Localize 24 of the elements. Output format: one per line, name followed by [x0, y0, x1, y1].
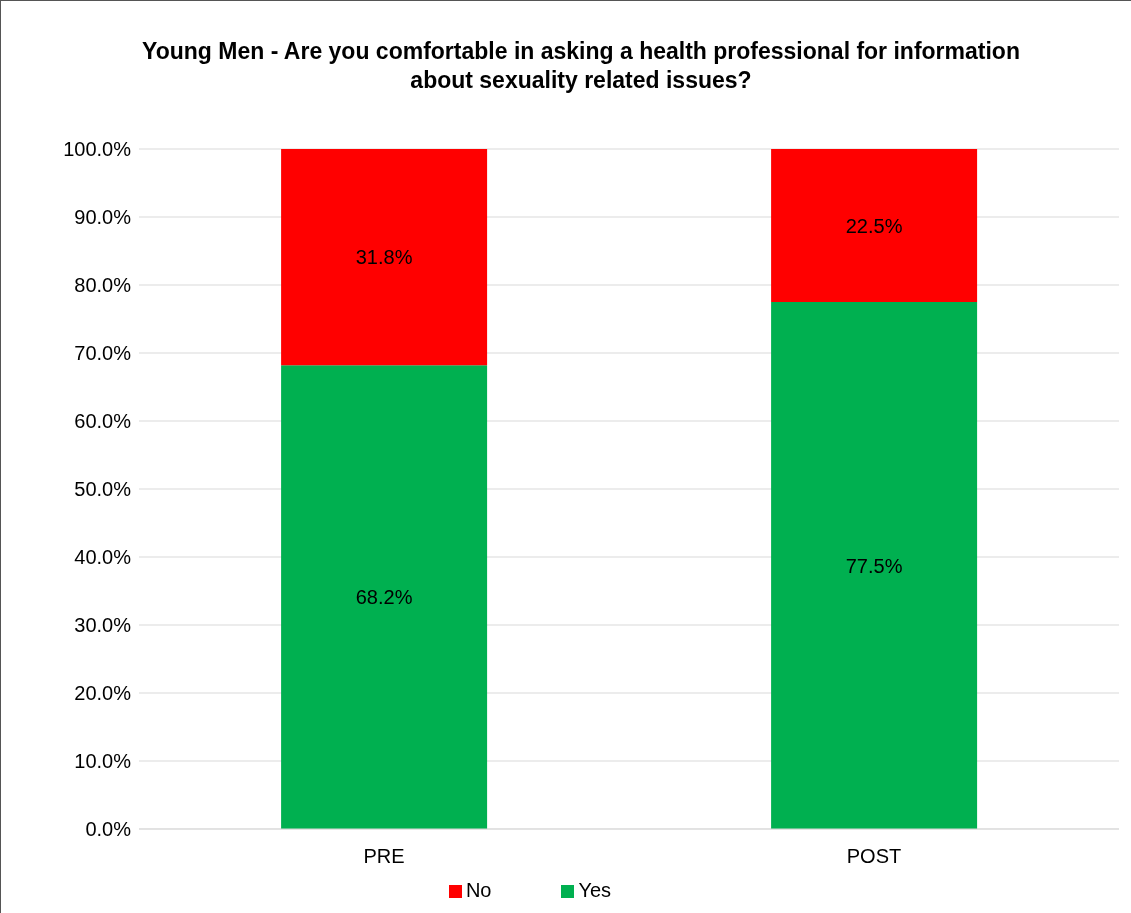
y-tick-label: 60.0% [74, 410, 132, 433]
y-tick-label: 0.0% [85, 818, 132, 841]
bar [281, 149, 488, 366]
x-tick-label: POST [846, 845, 902, 868]
chart-title: Young Men - Are you comfortable in asking a health professional for information about sexuality related issues? [141, 37, 1021, 95]
y-tick-label: 50.0% [74, 478, 132, 501]
y-tick-label: 30.0% [74, 614, 132, 637]
y-tick-label: 80.0% [74, 274, 132, 297]
legend-label: Yes [578, 879, 612, 901]
data-label: 77.5% [845, 554, 903, 577]
y-tick-label: 10.0% [74, 750, 132, 773]
data-label: 22.5% [845, 214, 903, 237]
bar [771, 302, 978, 829]
bar [281, 365, 488, 829]
data-label: 31.8% [355, 246, 413, 269]
y-tick-label: 70.0% [74, 342, 132, 365]
legend-label: No [465, 879, 492, 901]
y-tick-label: 40.0% [74, 546, 132, 569]
bar [771, 149, 978, 302]
y-tick-label: 20.0% [74, 682, 132, 705]
x-tick-label: PRE [363, 845, 405, 868]
data-label: 68.2% [355, 586, 413, 609]
y-tick-label: 90.0% [74, 206, 132, 229]
y-tick-label: 100.0% [63, 138, 132, 161]
